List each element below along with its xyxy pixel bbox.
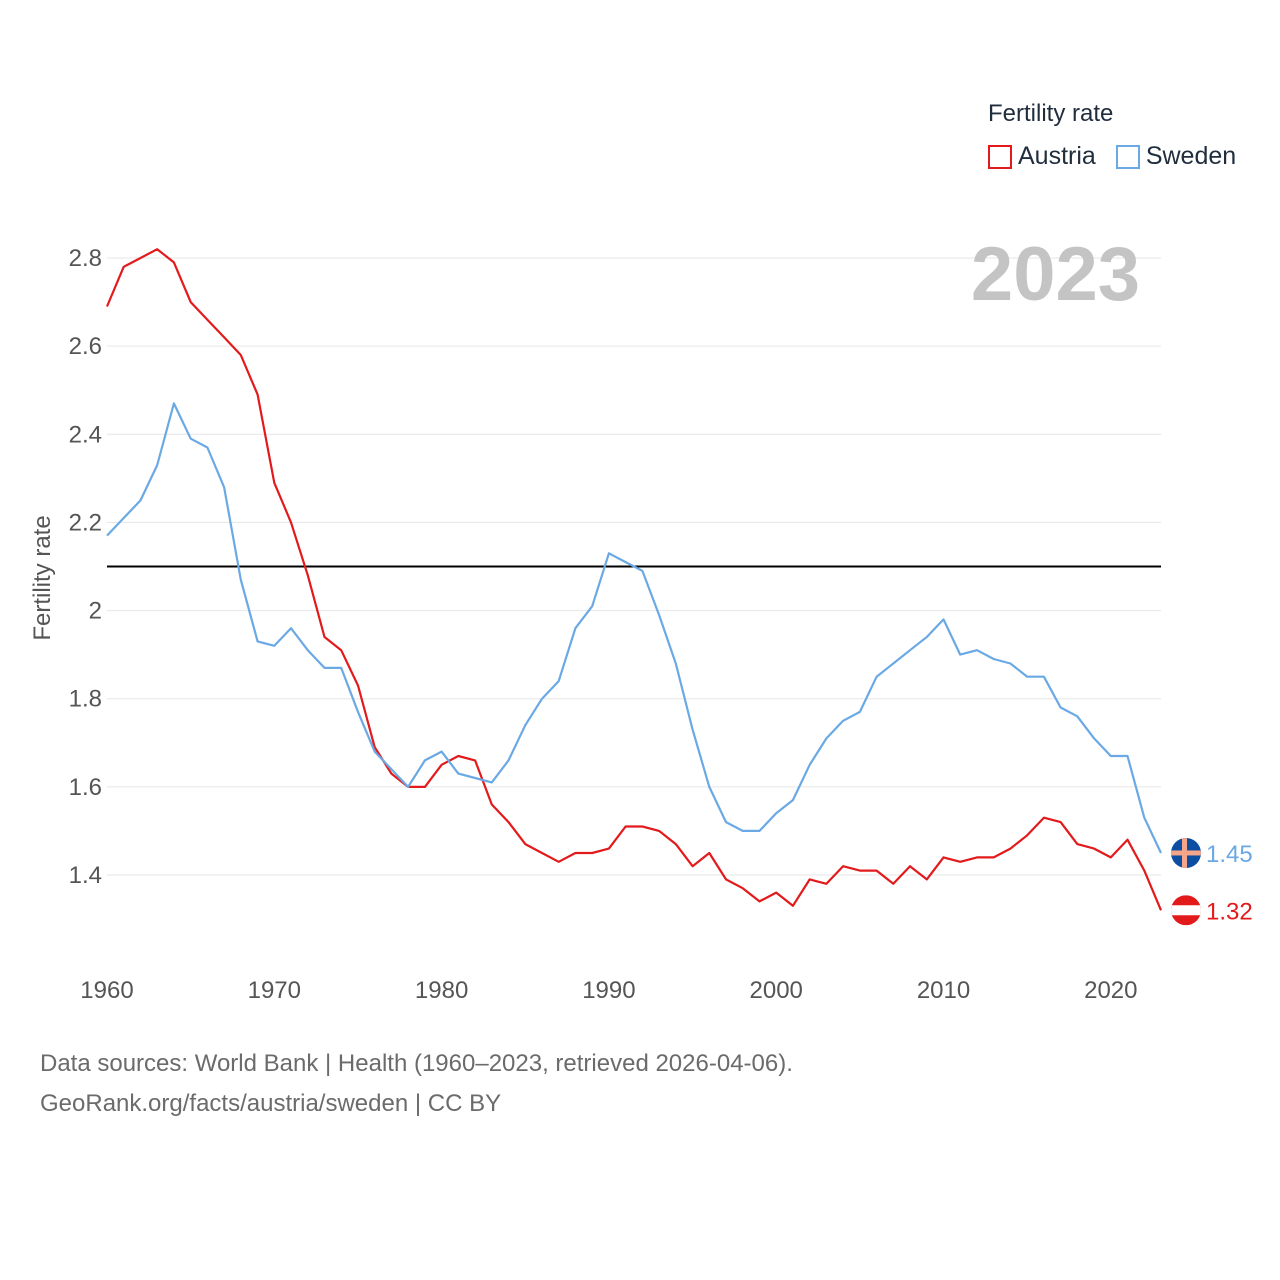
end-marker-austria: 1.32 — [1171, 895, 1253, 926]
series-line-austria — [105, 248, 1163, 911]
legend-swatch-austria — [988, 144, 1012, 169]
end-markers: 1.32 1.45 — [1171, 837, 1253, 926]
gridlines — [107, 257, 1161, 876]
legend-item-sweden[interactable]: Sweden — [1115, 142, 1237, 171]
end-marker-sweden: 1.45 — [1171, 837, 1253, 868]
y-axis-title: Fertility rate — [29, 515, 56, 640]
data-sources: Data sources: World Bank | Health (1960–… — [40, 1044, 793, 1124]
legend-item-austria[interactable]: Austria — [988, 142, 1096, 171]
y-tick-label: 1.8 — [69, 686, 102, 713]
y-tick-label: 1.6 — [69, 774, 102, 801]
x-tick-label: 1960 — [80, 977, 133, 1004]
y-tick-label: 1.4 — [69, 862, 102, 889]
y-tick-label: 2.4 — [69, 421, 102, 448]
y-tick-label: 2 — [89, 598, 102, 625]
legend-label-austria: Austria — [1018, 142, 1096, 170]
end-value-label-sweden: 1.45 — [1206, 841, 1253, 868]
legend-swatch-sweden — [1115, 144, 1140, 169]
year-label: 2023 — [971, 232, 1140, 317]
x-tick-label: 2000 — [750, 977, 803, 1004]
sweden-flag-cross-v — [1182, 837, 1187, 868]
x-tick-label: 2020 — [1084, 977, 1137, 1004]
austria-flag-stripe — [1171, 905, 1201, 916]
y-tick-label: 2.6 — [69, 333, 102, 360]
sources-line-2: GeoRank.org/facts/austria/sweden | CC BY — [40, 1090, 502, 1117]
y-tick-label: 2.2 — [69, 509, 102, 536]
x-tick-label: 2010 — [917, 977, 970, 1004]
legend-label-sweden: Sweden — [1145, 142, 1237, 170]
x-tick-label: 1980 — [415, 977, 468, 1004]
axis-labels: 1.4 1.6 1.8 2 2.2 2.4 2.6 2.8 1960 1970 1980 1990 20… — [69, 245, 1138, 1004]
legend-title: Fertility rate — [988, 100, 1114, 127]
x-tick-label: 1970 — [248, 977, 301, 1004]
y-tick-label: 2.8 — [69, 245, 102, 272]
series-line-sweden — [106, 402, 1162, 854]
series-layer — [105, 248, 1163, 911]
x-tick-label: 1990 — [582, 977, 635, 1004]
end-value-label-austria: 1.32 — [1206, 898, 1253, 925]
sources-line-1: Data sources: World Bank | Health (1960–… — [40, 1050, 793, 1077]
legend: Austria Sweden — [988, 142, 1256, 171]
